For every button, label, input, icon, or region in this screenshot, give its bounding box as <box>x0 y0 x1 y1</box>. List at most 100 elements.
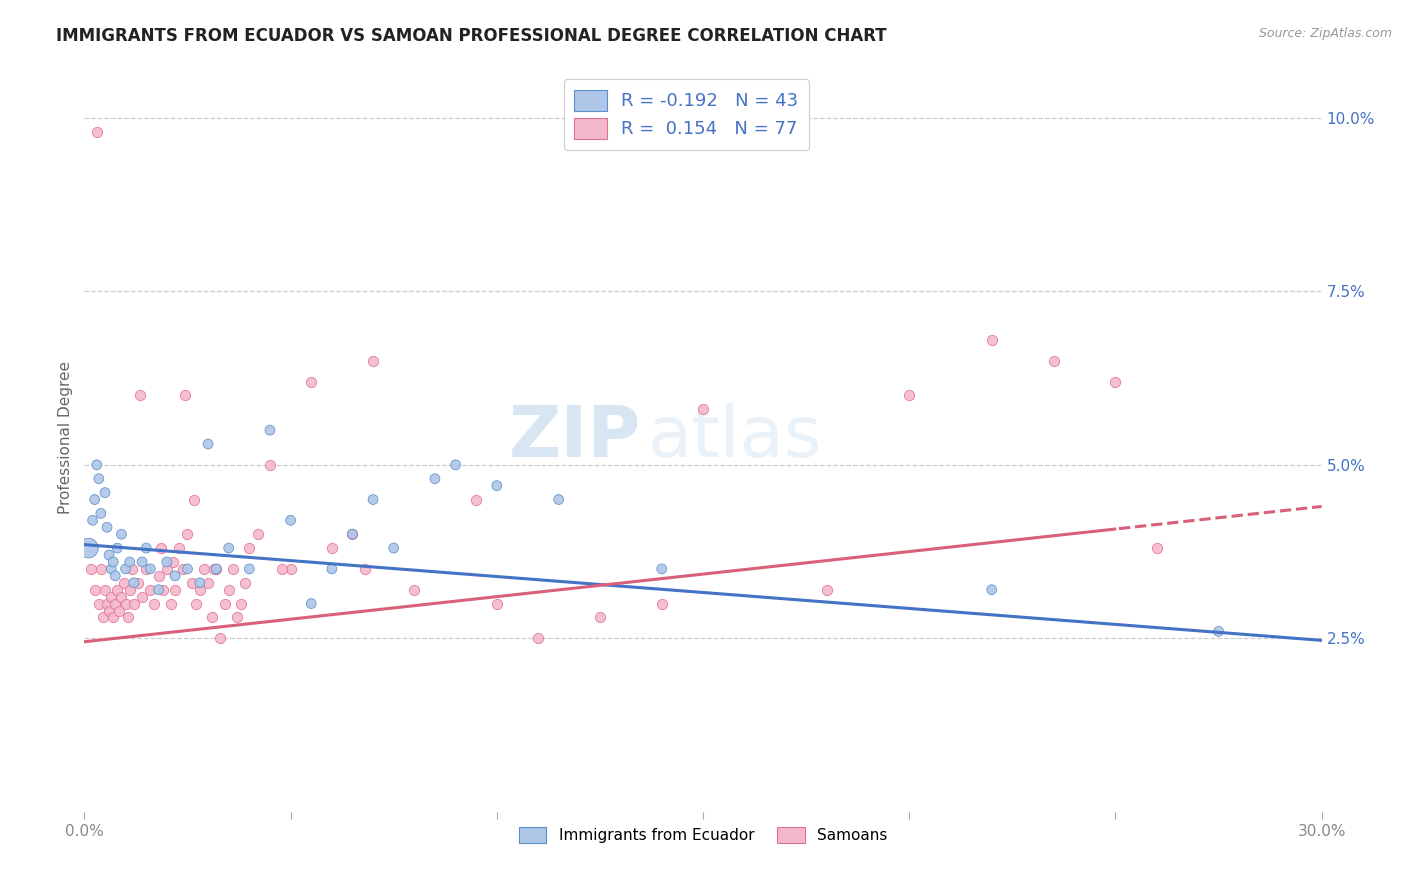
Point <box>131 590 153 604</box>
Point <box>485 597 508 611</box>
Point <box>444 458 467 472</box>
Point <box>202 562 225 576</box>
Point <box>218 541 240 555</box>
Point <box>129 388 152 402</box>
Point <box>205 562 228 576</box>
Point <box>90 507 112 521</box>
Point <box>321 562 343 576</box>
Point <box>197 575 219 590</box>
Point <box>485 478 508 492</box>
Point <box>100 562 122 576</box>
Point <box>197 437 219 451</box>
Point <box>100 590 122 604</box>
Point <box>83 582 105 597</box>
Point <box>361 492 384 507</box>
Point <box>104 597 127 611</box>
Point <box>280 513 302 527</box>
Point <box>103 555 125 569</box>
Point <box>118 582 141 597</box>
Point <box>214 597 236 611</box>
Point <box>1208 624 1230 639</box>
Point <box>201 610 224 624</box>
Point <box>122 575 145 590</box>
Point <box>90 562 112 576</box>
Point <box>193 562 215 576</box>
Point <box>86 125 108 139</box>
Point <box>176 527 198 541</box>
Point <box>104 569 127 583</box>
Point <box>980 582 1002 597</box>
Point <box>156 555 179 569</box>
Point <box>165 569 187 583</box>
Point <box>188 582 211 597</box>
Point <box>651 562 673 576</box>
Point <box>83 492 105 507</box>
Point <box>148 582 170 597</box>
Point <box>121 562 143 576</box>
Point <box>139 582 162 597</box>
Point <box>162 555 184 569</box>
Point <box>152 582 174 597</box>
Point <box>94 582 117 597</box>
Point <box>651 597 673 611</box>
Point <box>1042 353 1064 368</box>
Point <box>815 582 838 597</box>
Point <box>96 520 118 534</box>
Point <box>118 555 141 569</box>
Point <box>77 541 100 555</box>
Y-axis label: Professional Degree: Professional Degree <box>58 360 73 514</box>
Point <box>143 597 166 611</box>
Point <box>94 485 117 500</box>
Text: atlas: atlas <box>647 402 821 472</box>
Point <box>105 582 128 597</box>
Point <box>423 472 446 486</box>
Point <box>174 388 197 402</box>
Point <box>167 541 190 555</box>
Point <box>299 375 322 389</box>
Point <box>229 597 252 611</box>
Point <box>361 353 384 368</box>
Point <box>86 458 108 472</box>
Point <box>218 582 240 597</box>
Point <box>87 597 110 611</box>
Point <box>114 597 136 611</box>
Point <box>172 562 194 576</box>
Point <box>980 333 1002 347</box>
Point <box>527 632 550 646</box>
Point <box>184 597 207 611</box>
Point <box>209 632 232 646</box>
Point <box>180 575 202 590</box>
Point <box>183 492 205 507</box>
Point <box>353 562 375 576</box>
Point <box>98 548 121 562</box>
Point <box>98 603 121 617</box>
Point <box>110 590 132 604</box>
Point <box>233 575 256 590</box>
Text: ZIP: ZIP <box>509 402 641 472</box>
Point <box>103 610 125 624</box>
Point <box>79 562 101 576</box>
Point <box>1104 375 1126 389</box>
Legend: Immigrants from Ecuador, Samoans: Immigrants from Ecuador, Samoans <box>513 821 893 849</box>
Point <box>342 527 364 541</box>
Point <box>321 541 343 555</box>
Point <box>589 610 612 624</box>
Point <box>160 597 183 611</box>
Point <box>165 582 187 597</box>
Point <box>91 610 114 624</box>
Point <box>112 575 135 590</box>
Point <box>108 603 131 617</box>
Point <box>692 402 714 417</box>
Point <box>139 562 162 576</box>
Point <box>96 597 118 611</box>
Point <box>82 513 104 527</box>
Point <box>222 562 245 576</box>
Point <box>271 562 294 576</box>
Point <box>547 492 569 507</box>
Point <box>280 562 302 576</box>
Point <box>246 527 269 541</box>
Point <box>898 388 921 402</box>
Point <box>117 610 139 624</box>
Point <box>259 423 281 437</box>
Point <box>259 458 281 472</box>
